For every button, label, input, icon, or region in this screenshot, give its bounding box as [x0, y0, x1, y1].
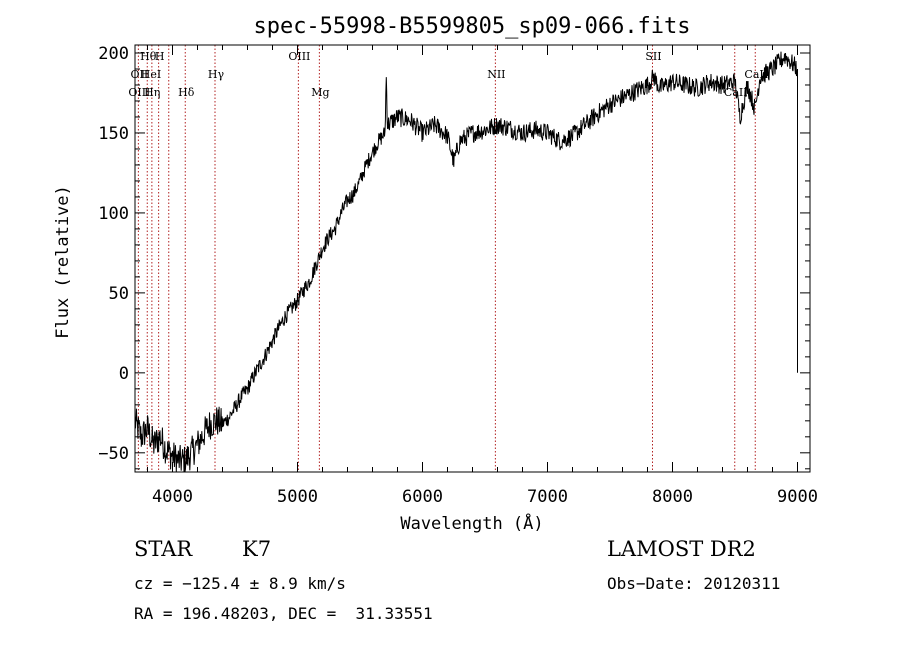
x-tick-label: 9000 [777, 487, 818, 507]
y-tick-label: 0 [119, 364, 129, 384]
x-tick-label: 6000 [402, 487, 443, 507]
spectrum-line [134, 51, 798, 473]
line-label: Mg [311, 86, 329, 99]
line-label: Hγ [208, 68, 225, 81]
x-tick-label: 5000 [277, 487, 318, 507]
x-tick-label: 4000 [152, 487, 193, 507]
y-tick-label: 100 [98, 204, 129, 224]
y-axis-ticks: −50 0 50 100 150 200 [98, 44, 810, 470]
y-tick-label: 200 [98, 44, 129, 64]
line-label: Hη [144, 86, 160, 99]
line-label: OIII [288, 50, 310, 63]
spectral-line-markers [137, 45, 756, 472]
observation-date: Obs−Date: 20120311 [607, 574, 781, 593]
y-axis-label: Flux (relative) [53, 185, 73, 339]
coordinates: RA = 196.48203, DEC = 31.33551 [134, 604, 433, 623]
line-label: H [155, 50, 165, 63]
x-tick-label: 7000 [527, 487, 568, 507]
subclass: K7 [242, 537, 272, 561]
y-tick-label: 150 [98, 124, 129, 144]
y-tick-label: 50 [109, 284, 129, 304]
line-label: HeI [141, 68, 161, 81]
x-axis-label: Wavelength (Å) [400, 512, 543, 534]
y-tick-label: −50 [98, 444, 129, 464]
x-tick-label: 8000 [652, 487, 693, 507]
chart-title: spec-55998-B5599805_sp09-066.fits [253, 14, 690, 39]
line-label: OIII [128, 86, 150, 99]
line-label: SII [645, 50, 661, 63]
line-label: NII [487, 68, 505, 81]
redshift-velocity: cz = −125.4 ± 8.9 km/s [134, 574, 346, 593]
survey-name: LAMOST DR2 [607, 537, 756, 561]
object-type: STAR [134, 537, 193, 561]
x-axis-ticks: 4000 5000 6000 7000 8000 9000 [147, 45, 818, 507]
line-label: Hδ [178, 86, 195, 99]
